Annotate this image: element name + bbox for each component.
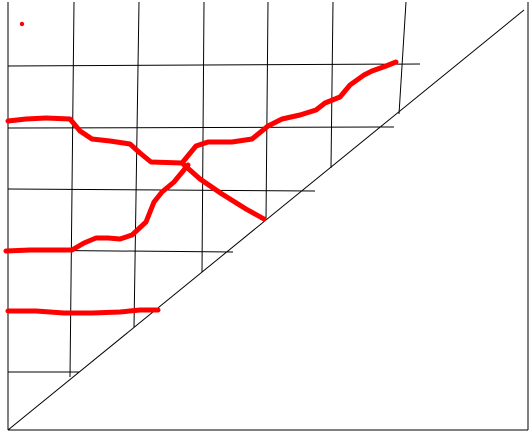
- triangular-grid: [7, 1, 529, 431]
- red-path-middle: [3, 162, 191, 254]
- red-path-crossing: [179, 160, 267, 222]
- grid-vertical-line: [265, 1, 269, 221]
- grid-vertical-line: [201, 1, 205, 273]
- grid-vertical-line: [330, 1, 334, 169]
- grid-vertical-line: [133, 1, 140, 328]
- red-path-rising: [5, 59, 399, 166]
- red-paths: [3, 59, 399, 316]
- grid-horizontal-line: [7, 63, 421, 67]
- red-path-lower: [5, 307, 161, 316]
- grid-horizontal-line: [7, 126, 395, 129]
- grid-vertical-line: [398, 1, 407, 115]
- marker-dot: [19, 21, 25, 27]
